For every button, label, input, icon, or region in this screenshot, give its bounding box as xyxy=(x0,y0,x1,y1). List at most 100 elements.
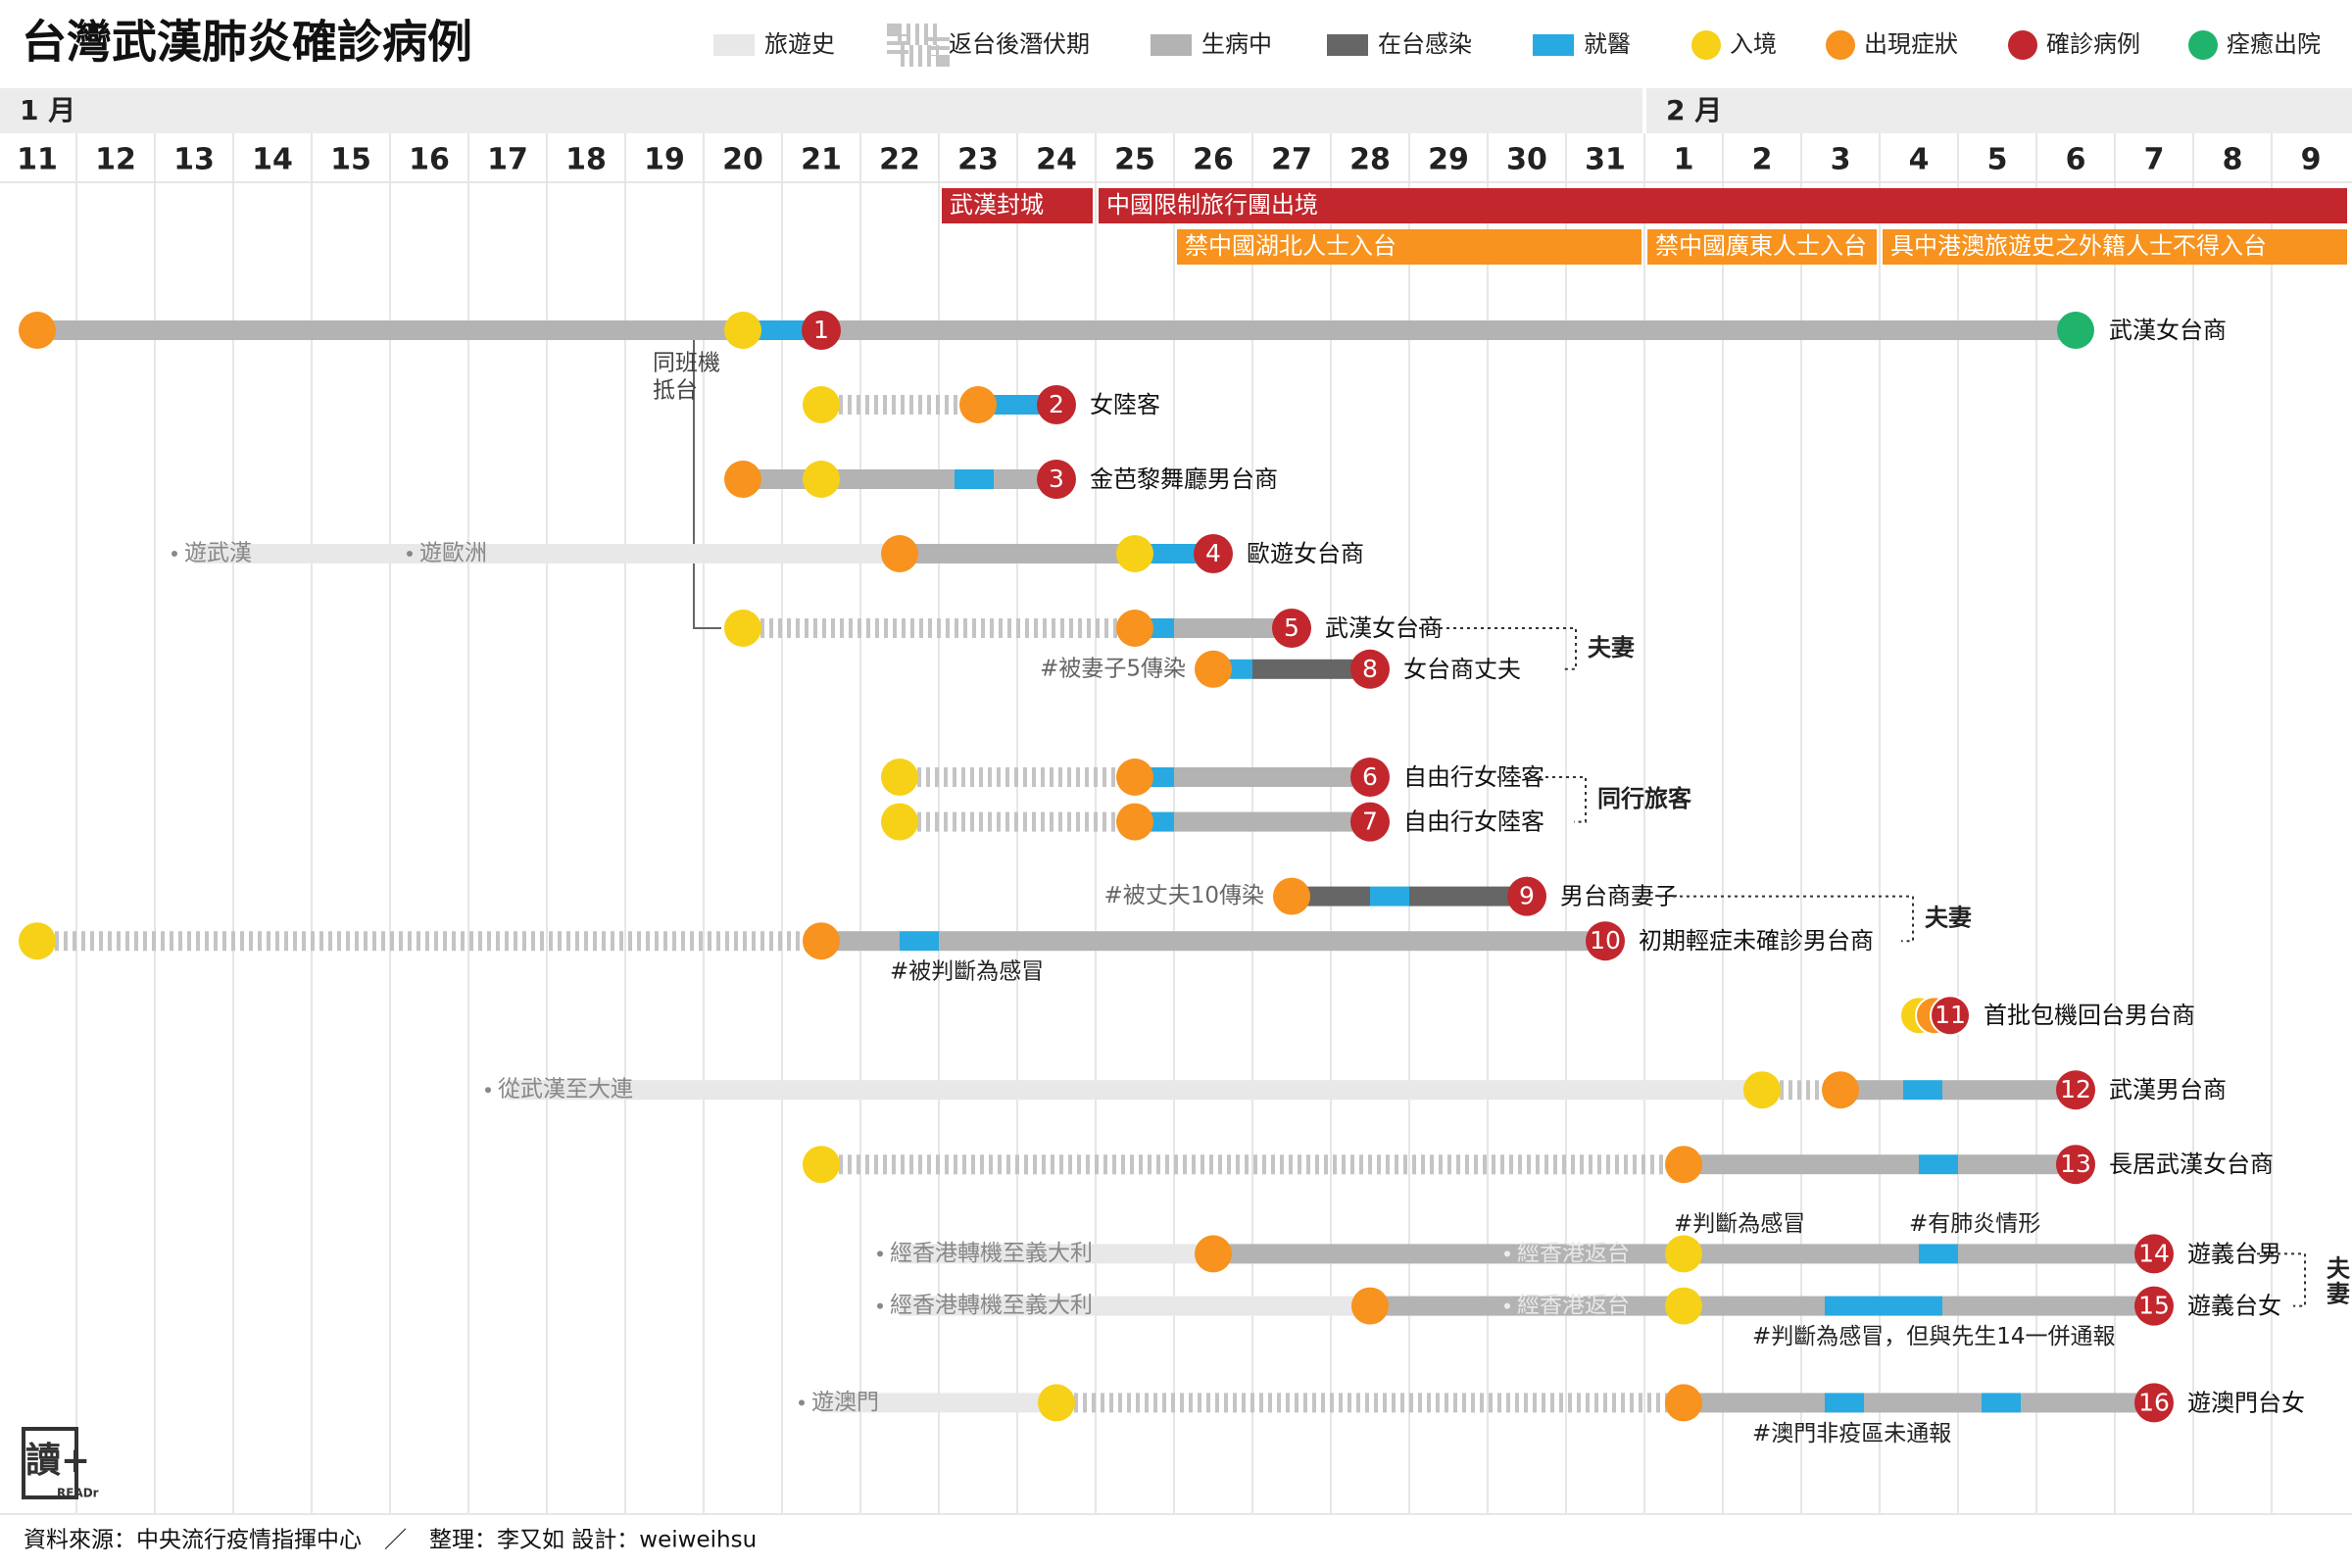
case-row-12 xyxy=(485,1070,2095,1110)
case-number: 11 xyxy=(1935,1001,1966,1029)
case-label: 遊澳門台女 xyxy=(2187,1389,2305,1416)
transit-note: 經香港返台 xyxy=(1517,1293,1630,1318)
marker-confirmed xyxy=(1586,921,1625,961)
x-tick-label: 6 xyxy=(2066,143,2086,177)
segment-sick xyxy=(1958,1244,2154,1264)
case-number: 10 xyxy=(1590,926,1621,955)
case-label: 武漢男台商 xyxy=(2109,1076,2227,1103)
case-label: 女陸客 xyxy=(1090,391,1160,418)
flight-note-label: 抵台 xyxy=(653,378,698,404)
segment-hospital xyxy=(900,931,939,952)
x-tick-label: 18 xyxy=(565,143,607,177)
segment-travel xyxy=(900,1244,1213,1264)
case-row-13 xyxy=(803,1145,2095,1185)
x-tick-label: 21 xyxy=(801,143,842,177)
segment-sick xyxy=(1684,1154,1919,1175)
case-number: 2 xyxy=(1049,390,1064,418)
marker-confirmed xyxy=(2134,1383,2174,1423)
x-tick-label: 7 xyxy=(2144,143,2165,177)
legend-label-7: 確診病例 xyxy=(2046,30,2140,58)
marker-symptom xyxy=(881,535,918,572)
travel-bullet xyxy=(1504,1302,1510,1309)
case-number: 4 xyxy=(1205,539,1221,567)
x-tick-label: 5 xyxy=(1987,143,2008,177)
segment-hospital xyxy=(1982,1393,2021,1413)
case-row-10 xyxy=(19,921,1625,961)
travel-note: 經香港轉機至義大利 xyxy=(890,1241,1093,1266)
segment-sick xyxy=(1684,1393,1825,1413)
event-label: 禁中國湖北人士入台 xyxy=(1185,232,1396,260)
case-number: 1 xyxy=(813,316,829,344)
case-row-7 xyxy=(881,802,1390,842)
legend-swatch-0 xyxy=(713,34,755,56)
logo-sub: READr xyxy=(57,1487,99,1500)
marker-confirmed xyxy=(1350,649,1390,689)
x-tick-label: 22 xyxy=(879,143,920,177)
x-tick-label: 27 xyxy=(1271,143,1312,177)
segment-local xyxy=(1409,886,1527,906)
case-label: 遊義台女 xyxy=(2187,1293,2281,1320)
relation-label: 夫妻 xyxy=(1925,904,1972,931)
case-number: 16 xyxy=(2138,1388,2170,1416)
travel-note: 經香港轉機至義大利 xyxy=(890,1293,1093,1318)
case-label: 武漢女台商 xyxy=(2109,317,2227,344)
marker-entry xyxy=(724,610,761,647)
legend-swatch-2 xyxy=(1151,34,1192,56)
marker-confirmed xyxy=(1930,995,1971,1037)
case-row-1 xyxy=(19,311,2094,350)
case-label: 金芭黎舞廳男台商 xyxy=(1090,466,1278,493)
segment-travel xyxy=(900,1296,1370,1316)
travel-note: 從武漢至大連 xyxy=(498,1077,633,1102)
segment-sick xyxy=(1213,1244,1684,1264)
x-tick-label: 23 xyxy=(957,143,999,177)
segment-travel xyxy=(429,544,900,564)
segment-hospital xyxy=(1919,1244,1958,1264)
x-tick-label: 26 xyxy=(1193,143,1234,177)
marker-confirmed xyxy=(1350,758,1390,797)
segment-local xyxy=(1292,886,1370,906)
event-bar xyxy=(1177,229,1642,265)
case-label: 男台商妻子 xyxy=(1560,883,1678,910)
case-label: 武漢女台商 xyxy=(1325,614,1443,642)
x-tick-label: 4 xyxy=(1909,143,1930,177)
source-footer: 資料來源：中央流行疫情指揮中心 ／ 整理：李又如 設計：weiweihsu xyxy=(24,1528,757,1553)
x-tick-label: 12 xyxy=(95,143,136,177)
marker-confirmed xyxy=(2134,1234,2174,1274)
legend-label-1: 返台後潛伏期 xyxy=(949,30,1090,58)
x-tick-label: 28 xyxy=(1349,143,1391,177)
relation-label: 妻 xyxy=(2327,1280,2350,1307)
segment-sick xyxy=(1942,1080,2076,1101)
relation-label: 夫 xyxy=(2327,1254,2351,1282)
x-tick-label: 1 xyxy=(1674,143,1694,177)
travel-bullet xyxy=(485,1087,491,1094)
marker-symptom xyxy=(1116,803,1153,841)
segment-hospital xyxy=(1370,886,1409,906)
marker-confirmed xyxy=(2134,1286,2174,1326)
case-label: 自由行女陸客 xyxy=(1403,808,1544,836)
case-note: #判斷為感冒 xyxy=(1674,1211,1805,1237)
segment-sick xyxy=(939,931,1605,952)
event-label: 具中港澳旅遊史之外籍人士不得入台 xyxy=(1890,232,2267,260)
segment-hospital xyxy=(1903,1080,1942,1101)
segment-travel xyxy=(194,544,429,564)
legend-label-5: 入境 xyxy=(1730,30,1777,58)
segment-sick xyxy=(743,469,955,489)
case-note: #被妻子5傳染 xyxy=(1040,656,1186,681)
logo-frame xyxy=(22,1427,78,1499)
travel-note: 遊武漢 xyxy=(184,541,252,566)
segment-sick xyxy=(1174,811,1370,832)
travel-bullet xyxy=(1504,1250,1510,1257)
event-bar xyxy=(1647,229,1877,265)
segment-travel xyxy=(508,1080,1762,1101)
month-band xyxy=(0,88,2352,133)
marker-symptom xyxy=(1665,1384,1702,1422)
case-row-8 xyxy=(1195,649,1390,689)
case-row-3 xyxy=(724,460,1076,499)
legend-swatch-5 xyxy=(1691,30,1721,60)
case-label: 初期輕症未確診男台商 xyxy=(1639,927,1874,955)
marker-entry xyxy=(1116,535,1153,572)
transit-note: 經香港返台 xyxy=(1517,1241,1630,1266)
legend-swatch-3 xyxy=(1327,34,1368,56)
marker-symptom xyxy=(1195,650,1232,688)
